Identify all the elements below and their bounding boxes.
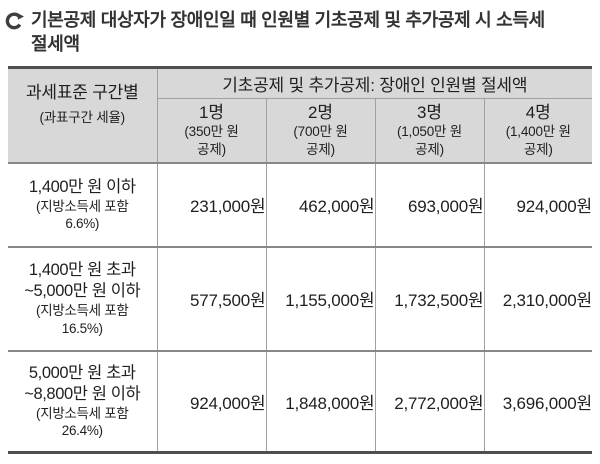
person-count: 4명 [525, 103, 551, 123]
deduction-label: 공제) [306, 141, 335, 157]
savings-value-cell: 3,696,000원 [483, 349, 592, 453]
deduction-amount: (1,050만 원 [396, 124, 463, 140]
bracket-note: (지방소득세 포함 [36, 198, 129, 214]
bracket-rate: 16.5%) [61, 320, 103, 336]
corner-header-cell: 과세표준 구간별 (과표구간 세율) [8, 67, 158, 163]
savings-value-cell: 231,000원 [156, 161, 267, 247]
tax-savings-table: 과세표준 구간별 (과표구간 세율) 기초공제 및 추가공제: 장애인 인원별 … [8, 66, 592, 454]
deduction-label: 공제) [197, 141, 226, 157]
tax-bracket-cell: 1,400만 원 초과 ~5,000만 원 이하 (지방소득세 포함 16.5%… [8, 245, 158, 351]
page-title: 기본공제 대상자가 장애인일 때 인원별 기초공제 및 추가공제 시 소득세 절… [0, 0, 600, 57]
column-header-3-persons: 3명 (1,050만 원 공제) [374, 98, 485, 163]
deduction-amount: (700만 원 [293, 124, 348, 140]
tax-bracket-cell: 1,400만 원 이하 (지방소득세 포함 6.6%) [8, 161, 158, 247]
column-header-1-person: 1명 (350만 원 공제) [157, 98, 267, 163]
title-line-1: 기본공제 대상자가 장애인일 때 인원별 기초공제 및 추가공제 시 소득세 [31, 10, 545, 30]
tax-bracket-cell: 5,000만 원 초과 ~8,800만 원 이하 (지방소득세 포함 26.4%… [8, 349, 158, 453]
title-line-2: 절세액 [31, 33, 80, 54]
bracket-range: 5,000만 원 초과 [28, 363, 136, 382]
person-count: 3명 [416, 103, 443, 123]
savings-value-cell: 924,000원 [156, 349, 267, 453]
column-header-2-persons: 2명 (700만 원 공제) [265, 98, 376, 163]
title-text: 기본공제 대상자가 장애인일 때 인원별 기초공제 및 추가공제 시 소득세 절… [31, 9, 545, 57]
column-header-4-persons: 4명 (1,400만 원 공제) [483, 98, 592, 163]
savings-value-cell: 924,000원 [483, 161, 592, 247]
table-row-bracket-2: 1,400만 원 초과 ~5,000만 원 이하 (지방소득세 포함 16.5%… [8, 245, 592, 351]
savings-value-cell: 1,848,000원 [265, 349, 376, 453]
bracket-rate: 26.4%) [61, 423, 103, 439]
savings-value-cell: 2,310,000원 [483, 245, 592, 351]
bracket-range-2: ~5,000만 원 이하 [24, 282, 141, 301]
bracket-range: 1,400만 원 초과 [28, 261, 136, 280]
deduction-label: 공제) [415, 141, 444, 157]
savings-value-cell: 577,500원 [156, 245, 267, 351]
table-row-bracket-3: 5,000만 원 초과 ~8,800만 원 이하 (지방소득세 포함 26.4%… [8, 349, 592, 453]
header-row-span: 과세표준 구간별 (과표구간 세율) 기초공제 및 추가공제: 장애인 인원별 … [8, 67, 592, 163]
deduction-amount: (350만 원 [184, 124, 239, 140]
bracket-note: (지방소득세 포함 [36, 303, 129, 319]
header-row-columns: 1명 (350만 원 공제) 2명 (700만 원 공제) 3명 (1,050만… [8, 98, 592, 163]
savings-value-cell: 462,000원 [265, 161, 376, 247]
savings-value-cell: 693,000원 [374, 161, 485, 247]
circular-arrow-bullet-icon [5, 11, 24, 30]
savings-value-cell: 2,772,000원 [374, 349, 485, 453]
deduction-amount: (1,400만 원 [505, 124, 571, 140]
span-header-cell: 기초공제 및 추가공제: 장애인 인원별 절세액 [156, 67, 592, 99]
deduction-label: 공제) [523, 141, 553, 157]
bracket-rate: 6.6%) [65, 216, 100, 232]
person-count: 1명 [198, 103, 225, 123]
bracket-note: (지방소득세 포함 [36, 406, 129, 422]
bracket-range-2: ~8,800만 원 이하 [24, 384, 141, 403]
corner-header-title: 과세표준 구간별 [25, 83, 139, 103]
savings-value-cell: 1,732,500원 [374, 245, 485, 351]
table-row-bracket-1: 1,400만 원 이하 (지방소득세 포함 6.6%) 231,000원 462… [8, 161, 592, 247]
savings-value-cell: 1,155,000원 [265, 245, 376, 351]
bracket-range: 1,400만 원 이하 [28, 177, 136, 196]
corner-header-subtitle: (과표구간 세율) [39, 110, 126, 126]
person-count: 2명 [307, 103, 334, 123]
